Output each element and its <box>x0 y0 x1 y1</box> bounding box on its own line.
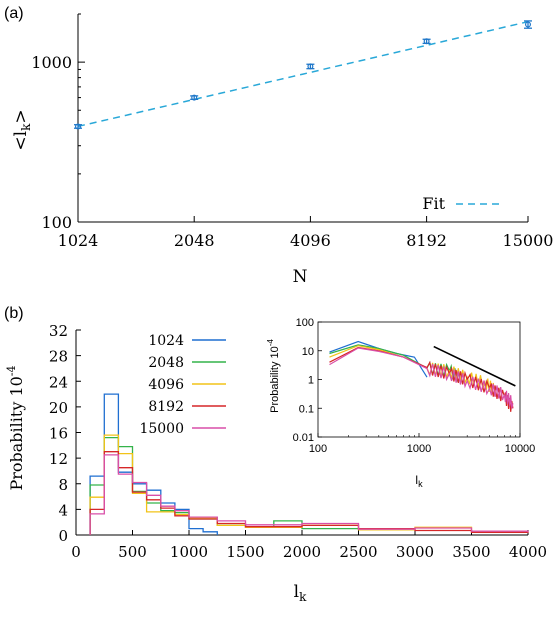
panel-a-x-tick-label: 4096 <box>290 231 331 250</box>
inset-frame <box>317 321 521 438</box>
panel-a-label: (a) <box>4 5 24 22</box>
panel-a-legend: Fit <box>422 194 504 213</box>
panel-b-y-tick-label: 12 <box>49 450 68 468</box>
panel-a-y-tick-label: 100 <box>41 213 72 232</box>
fit-line <box>77 20 529 128</box>
panel-b-y-tick-label: 32 <box>49 322 68 340</box>
panel-b-y-tick-label: 28 <box>49 348 68 366</box>
panel-b-x-tick-label: 1000 <box>170 543 208 561</box>
histogram-1024 <box>89 393 218 535</box>
histogram-8192 <box>89 451 529 535</box>
inset-y-tick-label: 10 <box>302 346 314 358</box>
inset-series-15000 <box>329 347 514 409</box>
inset-x-tick-label: 100 <box>309 443 327 455</box>
panel-b-label: (b) <box>4 305 24 322</box>
panel-b-x-tick-label: 1500 <box>226 543 264 561</box>
inset-xlabel: lk <box>415 473 423 489</box>
data-point <box>423 38 430 45</box>
panel-b-ylabel: Probability 10-4 <box>5 365 26 490</box>
panel-b-x-tick-label: 2000 <box>283 543 321 561</box>
legend-label-4096: 4096 <box>148 377 184 393</box>
panel-b-x-tick-label: 0 <box>71 543 81 561</box>
panel-b-axes: 0 500 1000 1500 2000 2500 3000 3500 4000 0 4 8 12 16 2… <box>49 322 547 561</box>
inset-x-tick-label: 1000 <box>407 443 431 455</box>
legend-label-2048: 2048 <box>148 355 184 371</box>
data-point <box>524 21 531 28</box>
data-point <box>191 94 198 101</box>
inset-series-4096 <box>329 345 497 397</box>
histogram-15000 <box>89 454 529 535</box>
panel-b-y-tick-label: 0 <box>58 527 68 545</box>
panel-b-x-tick-label: 3500 <box>452 543 490 561</box>
inset-series-8192 <box>329 346 514 412</box>
panel-a-x-tick-label: 15000 <box>503 231 554 250</box>
inset-reference-line <box>433 345 516 387</box>
panel-a-xlabel: N <box>293 267 308 287</box>
inset-y-tick-label: 0.01 <box>293 432 314 444</box>
panel-b-xlabel: lk <box>294 582 307 604</box>
panel-a-ylabel: <lk> <box>11 109 33 150</box>
inset-plot: 100 1000 10000 0.01 0.1 1 10 100 <box>293 317 536 455</box>
panel-b-x-tick-label: 4000 <box>509 543 547 561</box>
inset-ylabel: Probability 10-4 <box>266 339 281 413</box>
panel-a-x-tick-label: 8192 <box>406 231 447 250</box>
panel-a-y-tick-label: 1000 <box>31 53 72 72</box>
panel-a-x-tick-label: 2048 <box>174 231 215 250</box>
panel-b-x-tick-label: 500 <box>118 543 147 561</box>
inset-y-tick-label: 100 <box>296 317 314 329</box>
legend-fit-label: Fit <box>422 194 445 213</box>
panel-b-legend: 1024 2048 4096 8192 15000 <box>139 333 226 437</box>
legend-label-15000: 15000 <box>139 421 184 437</box>
panel-b-y-tick-label: 20 <box>49 399 68 417</box>
legend-label-1024: 1024 <box>148 333 184 349</box>
inset-y-tick-label: 1 <box>308 375 314 387</box>
panel-b: (b) 0 500 1000 1500 2000 2500 3000 3500 40000481… <box>4 305 547 604</box>
panel-a-x-tick-label: 1024 <box>58 231 99 250</box>
data-point <box>74 123 81 130</box>
panel-b-y-tick-label: 16 <box>49 425 68 443</box>
inset-x-tick-label: 10000 <box>505 443 536 455</box>
panel-a-axes: 1024 2048 4096 8192 15000 100 1000 <box>31 13 554 250</box>
panel-b-y-tick-label: 24 <box>49 373 68 391</box>
panel-b-x-tick-label: 3000 <box>396 543 434 561</box>
panel-b-x-tick-label: 2500 <box>339 543 377 561</box>
data-point <box>307 63 314 70</box>
panel-b-y-tick-label: 4 <box>58 501 68 519</box>
inset-y-tick-label: 0.1 <box>299 403 314 415</box>
legend-label-8192: 8192 <box>148 399 184 415</box>
panel-b-y-tick-label: 8 <box>58 476 68 494</box>
